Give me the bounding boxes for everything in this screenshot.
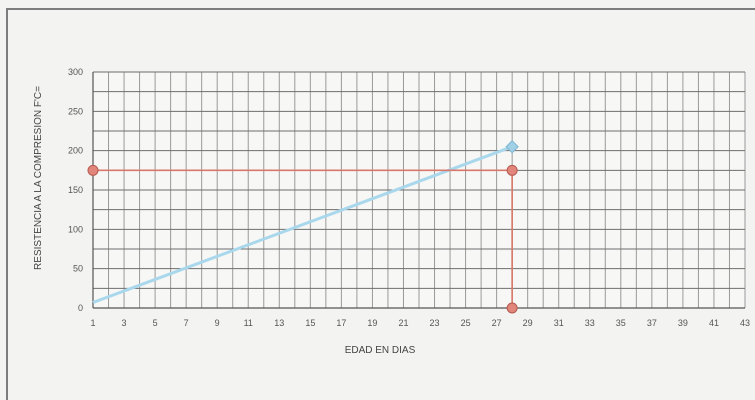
x-tick-label: 35 xyxy=(616,318,626,328)
x-axis-label: EDAD EN DIAS xyxy=(345,345,416,356)
y-tick-label: 250 xyxy=(68,106,83,116)
chart-frame xyxy=(6,8,755,400)
x-tick-label: 41 xyxy=(709,318,719,328)
x-tick-label: 19 xyxy=(367,318,377,328)
series-line xyxy=(92,145,513,304)
y-tick-label: 200 xyxy=(68,146,83,156)
x-tick-label: 31 xyxy=(554,318,564,328)
y-tick-label: 300 xyxy=(68,67,83,77)
x-tick-label: 21 xyxy=(398,318,408,328)
y-tick-label: 50 xyxy=(73,264,83,274)
x-tick-label: 17 xyxy=(336,318,346,328)
x-tick-label: 9 xyxy=(215,318,220,328)
x-tick-label: 25 xyxy=(461,318,471,328)
x-tick-label: 43 xyxy=(740,318,750,328)
data-point xyxy=(505,140,519,154)
series-layer xyxy=(87,140,519,314)
x-tick-label: 5 xyxy=(153,318,158,328)
y-tick-label: 150 xyxy=(68,185,83,195)
data-point xyxy=(506,302,518,314)
x-tick-label: 27 xyxy=(492,318,502,328)
x-tick-label: 11 xyxy=(244,318,253,328)
x-tick-label: 29 xyxy=(523,318,533,328)
x-tick-label: 37 xyxy=(647,318,657,328)
data-point xyxy=(87,164,99,176)
x-tick-label: 15 xyxy=(305,318,315,328)
x-tick-label: 33 xyxy=(585,318,595,328)
x-tick-label: 3 xyxy=(122,318,127,328)
data-point xyxy=(506,164,518,176)
x-tick-label: 23 xyxy=(430,318,440,328)
x-tick-label: 7 xyxy=(184,318,189,328)
x-tick-labels: 1 3 5 7 9 11 13 15 17 19 21 23 25 27 29 31 33 35 37 39 41 43 xyxy=(90,318,750,328)
y-axis-label: RESISTENCIA A LA COMPRESION F'C= xyxy=(33,86,44,270)
grid-lines xyxy=(92,71,746,309)
x-tick-label: 13 xyxy=(274,318,284,328)
y-tick-labels: 0 50 100 150 200 250 300 xyxy=(68,67,83,313)
x-tick-label: 39 xyxy=(678,318,688,328)
y-tick-label: 0 xyxy=(78,303,83,313)
x-tick-label: 1 xyxy=(90,318,95,328)
y-tick-label: 100 xyxy=(68,224,83,234)
